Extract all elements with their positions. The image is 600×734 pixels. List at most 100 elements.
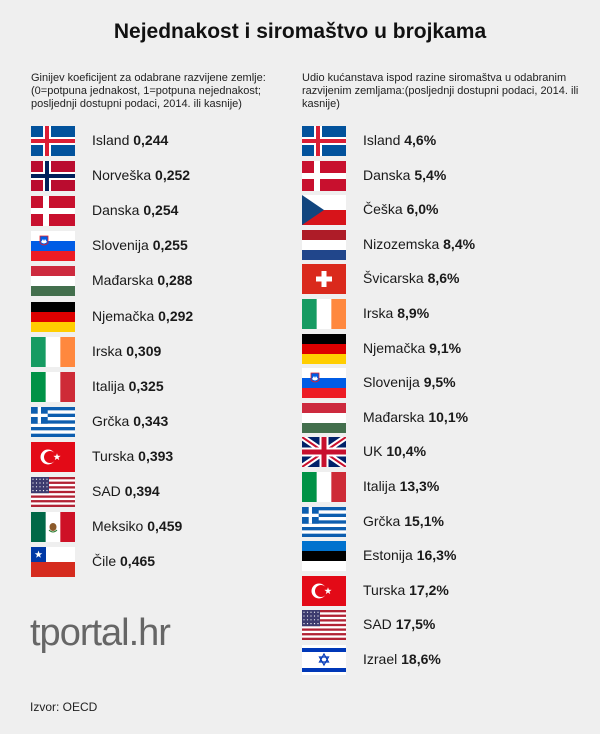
flag-row: UK 10,4% [300,434,572,470]
country-label: Norveška 0,252 [92,167,190,183]
country-name: Slovenija [363,374,420,391]
source-note: Izvor: OECD [30,700,98,714]
iceland-flag-icon [302,126,346,156]
usa-flag-icon [302,610,346,641]
country-name: Izrael [363,651,398,667]
flag-row: Irska 8,9% [302,299,572,329]
country-name: Njemačka [363,339,426,356]
flag-row: Turska 17,2% [302,575,572,606]
country-label: Island 0,244 [92,132,168,148]
country-name: Mađarska [363,408,425,425]
data-label: 18,6% [401,651,441,667]
country-name: Estonija [363,547,413,564]
country-label: Italija 0,325 [92,378,164,394]
data-label: 6,0% [406,201,439,218]
flag-row: Danska 5,4% [302,160,572,191]
greece-flag-icon [31,406,75,438]
data-label: 0,459 [147,518,183,535]
country-label: Italija 13,3% [363,478,439,494]
slovenia-flag-icon [31,231,75,262]
flag-row: Slovenija 0,255 [31,231,301,262]
hungary-flag-icon [302,402,346,434]
slovenia-flag-icon [302,368,346,399]
data-label: 0,254 [143,202,179,219]
country-name: Njemačka [92,307,155,324]
data-label: 0,244 [133,132,169,148]
country-label: Švicarska 8,6% [363,270,460,286]
country-name: Irska [92,342,123,359]
country-label: Irska 8,9% [363,305,429,321]
country-label: Mađarska 10,1% [363,409,468,425]
country-name: Slovenija [92,237,149,254]
ireland-flag-icon [302,299,347,329]
country-label: Estonija 16,3% [363,547,456,563]
country-label: SAD 0,394 [92,483,160,499]
germany-flag-icon [302,333,346,364]
mexico-flag-icon [31,512,76,543]
data-label: 0,393 [138,447,174,464]
flag-row: Danska 0,254 [31,196,301,227]
flag-row: Grčka 15,1% [302,506,572,537]
country-name: UK [363,443,383,460]
country-label: Češka 6,0% [363,201,439,217]
country-name: Island [363,132,401,148]
flag-row: SAD 17,5% [302,610,572,641]
italy-flag-icon [302,472,347,502]
data-label: 9,1% [429,339,462,356]
country-label: Njemačka 9,1% [363,340,461,356]
country-name: Turska [363,581,406,598]
flag-row: Njemačka 9,1% [302,333,572,364]
flag-row: Mađarska 10,1% [302,402,572,434]
usa-flag-icon [31,477,75,508]
country-label: Turska 17,2% [363,582,449,598]
country-name: Grčka [363,512,401,529]
flag-row: Češka 6,0% [302,195,572,226]
country-label: Njemačka 0,292 [92,308,193,324]
country-name: Island [92,132,130,148]
denmark-flag-icon [302,160,346,191]
uk-flag-icon [300,434,348,470]
flag-row: Izrael 18,6% [302,645,572,675]
country-name: Meksiko [92,518,144,535]
country-name: Danska [92,202,140,219]
country-name: Švicarska [363,270,424,287]
country-name: Turska [92,447,135,464]
country-name: Čile [92,553,117,570]
data-label: 0,309 [126,342,162,359]
country-label: Slovenija 0,255 [92,237,188,253]
country-name: Italija [363,478,396,494]
flag-row: Italija 0,325 [31,371,301,402]
country-label: Čile 0,465 [92,553,155,569]
country-name: SAD [92,483,121,499]
country-label: Island 4,6% [363,132,436,148]
country-name: Irska [363,305,394,321]
data-label: 8,6% [427,270,460,287]
country-name: Italija [92,377,125,394]
page-title: Nejednakost i siromaštvo u brojkama [113,20,487,43]
flag-row: Slovenija 9,5% [302,368,572,399]
flag-row: Grčka 0,343 [31,406,301,438]
country-label: Meksiko 0,459 [92,518,182,534]
flag-row: Island 0,244 [31,126,301,156]
country-label: Slovenija 9,5% [363,374,456,390]
flag-row: Mađarska 0,288 [31,266,301,297]
country-label: Irska 0,309 [92,343,161,359]
country-label: Danska 0,254 [92,202,178,218]
flag-row: Turska 0,393 [31,441,301,472]
data-label: 9,5% [423,374,456,391]
country-label: Grčka 15,1% [363,513,444,529]
israel-flag-icon [302,645,346,675]
data-label: 17,2% [409,581,449,598]
country-name: Nizozemska [363,235,440,252]
netherlands-flag-icon [302,229,346,261]
flag-row: Švicarska 8,6% [302,264,572,295]
country-label: Danska 5,4% [363,167,446,183]
flag-row: Italija 13,3% [302,472,572,502]
data-label: 5,4% [414,166,447,183]
data-label: 8,4% [443,235,476,252]
flag-row: Norveška 0,252 [31,161,301,192]
norway-flag-icon [31,161,75,192]
data-label: 0,325 [128,377,164,394]
flag-row: Estonija 16,3% [302,541,572,572]
